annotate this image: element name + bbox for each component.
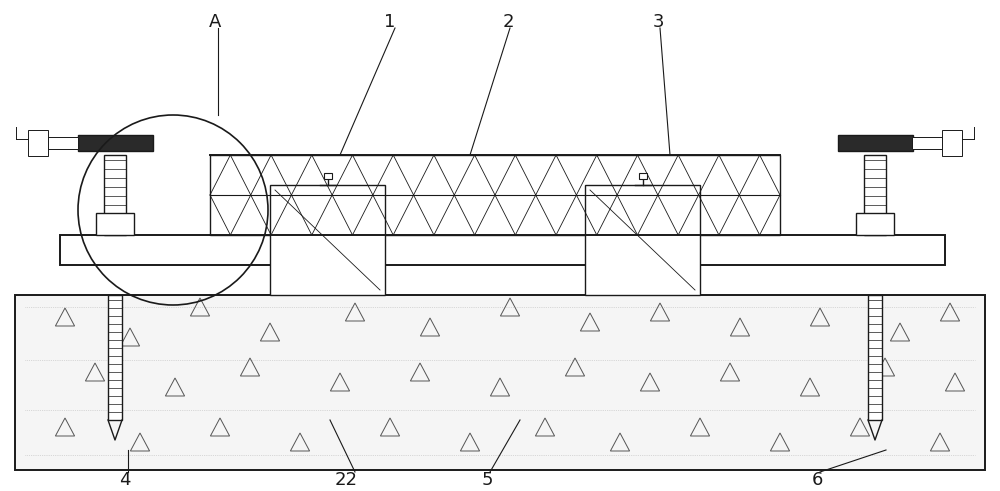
Text: 1: 1 <box>384 13 396 31</box>
Bar <box>210 155 780 235</box>
Bar <box>78 135 153 151</box>
Bar <box>108 295 122 420</box>
Bar <box>270 185 385 295</box>
Text: 6: 6 <box>811 471 823 489</box>
Text: 3: 3 <box>652 13 664 31</box>
Text: 22: 22 <box>334 471 358 489</box>
Text: 2: 2 <box>502 13 514 31</box>
Bar <box>912 137 942 149</box>
Bar <box>639 173 646 179</box>
Bar <box>28 130 48 156</box>
Bar <box>838 135 913 151</box>
Bar <box>96 213 134 235</box>
Bar <box>324 173 332 179</box>
Bar <box>104 155 126 235</box>
Bar <box>15 295 985 470</box>
Bar <box>868 295 882 420</box>
Bar <box>48 137 78 149</box>
Bar <box>856 213 894 235</box>
Bar <box>864 155 886 235</box>
Bar <box>942 130 962 156</box>
Bar <box>585 185 700 295</box>
Text: 4: 4 <box>119 471 131 489</box>
Text: A: A <box>209 13 221 31</box>
Bar <box>60 235 945 265</box>
Text: 5: 5 <box>481 471 493 489</box>
